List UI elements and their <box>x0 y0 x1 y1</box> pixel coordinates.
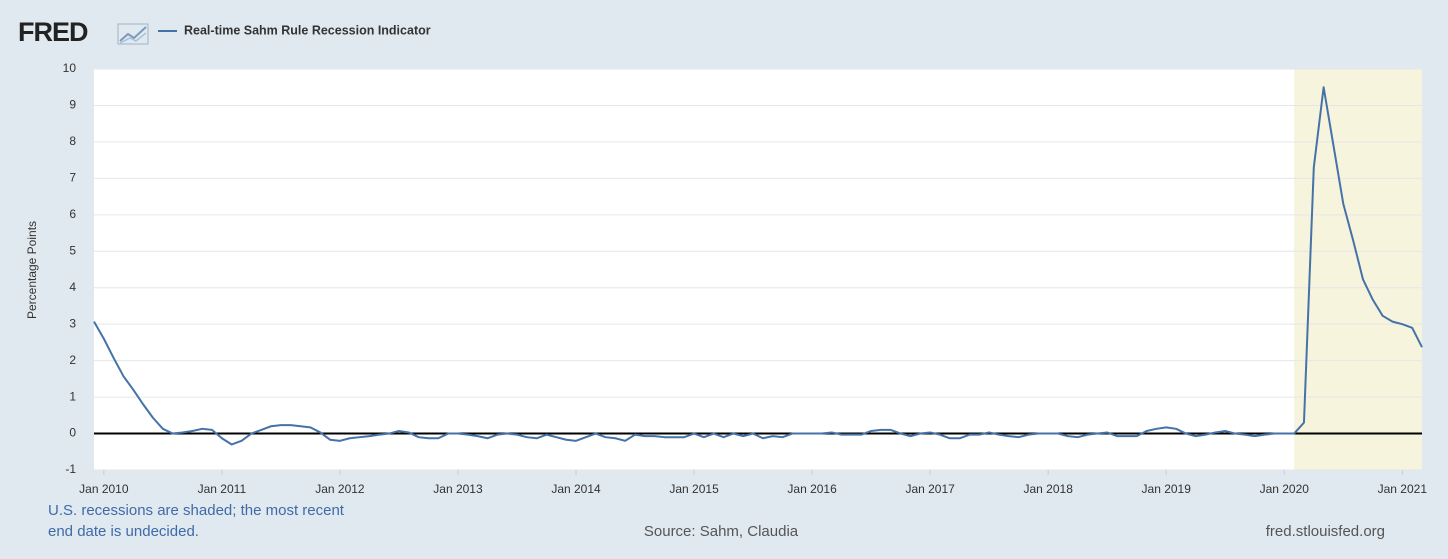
y-tick-label: 5 <box>69 243 76 257</box>
y-tick-label: 10 <box>63 61 77 75</box>
logo-icon <box>117 23 149 45</box>
source: Source: Sahm, Claudia <box>644 523 799 540</box>
y-tick-label: 9 <box>69 98 76 112</box>
y-tick-label: 8 <box>69 134 76 148</box>
y-tick-label: 4 <box>69 280 76 294</box>
x-tick-label: Jan 2020 <box>1260 482 1310 496</box>
y-tick-label: -1 <box>65 462 76 476</box>
x-tick-label: Jan 2018 <box>1023 482 1073 496</box>
site: fred.stlouisfed.org <box>1266 523 1385 540</box>
y-tick-label: 7 <box>69 171 76 185</box>
x-tick-label: Jan 2010 <box>79 482 129 496</box>
note: U.S. recessions are shaded; the most rec… <box>48 502 345 519</box>
y-tick-label: 6 <box>69 207 76 221</box>
data-line <box>93 86 1423 446</box>
x-tick-label: Jan 2011 <box>198 482 247 496</box>
x-tick-label: Jan 2016 <box>787 482 837 496</box>
y-tick-label: 2 <box>69 353 76 367</box>
recession-shade <box>1294 69 1422 470</box>
x-tick-label: Jan 2015 <box>669 482 719 496</box>
x-tick-label: Jan 2012 <box>315 482 365 496</box>
x-tick-label: Jan 2013 <box>433 482 483 496</box>
x-tick-label: Jan 2017 <box>905 482 955 496</box>
y-tick-label: 1 <box>69 389 76 403</box>
y-axis-label: Percentage Points <box>25 221 39 319</box>
logo: FRED <box>18 17 88 47</box>
note: end date is undecided. <box>48 523 199 540</box>
y-tick-label: 3 <box>69 316 76 330</box>
x-tick-label: Jan 2021 <box>1378 482 1428 496</box>
x-tick-label: Jan 2019 <box>1142 482 1192 496</box>
plot-area <box>94 69 1422 470</box>
legend-label: Real-time Sahm Rule Recession Indicator <box>184 23 431 37</box>
x-tick-label: Jan 2014 <box>551 482 601 496</box>
y-tick-label: 0 <box>69 426 76 440</box>
